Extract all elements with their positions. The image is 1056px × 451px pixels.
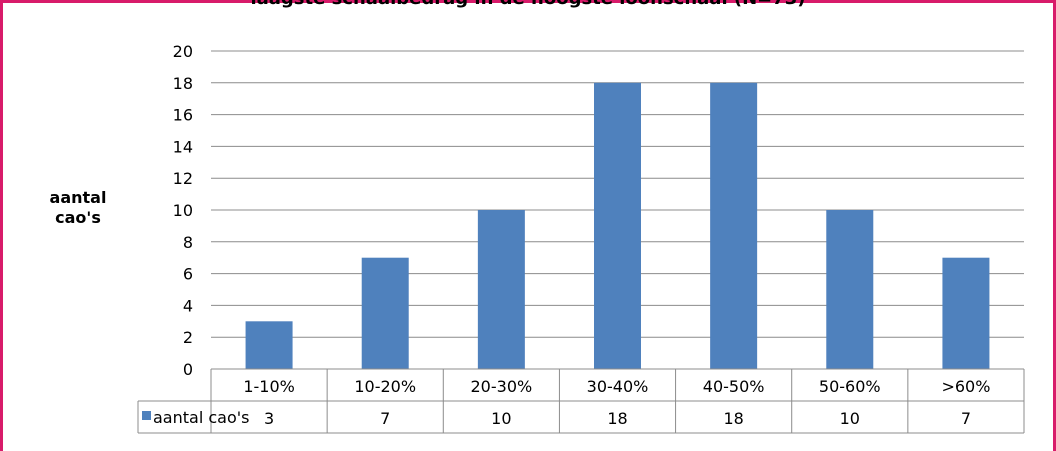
bar [361, 257, 409, 369]
data-label: 18 [607, 409, 627, 428]
y-tick-label: 8 [183, 233, 193, 252]
y-tick-label: 18 [173, 74, 193, 93]
x-tick-label: >60% [941, 377, 990, 396]
data-label: 7 [380, 409, 390, 428]
x-tick-label: 20-30% [471, 377, 533, 396]
y-tick-label: 4 [183, 296, 193, 315]
y-tick-label: 16 [173, 106, 193, 125]
legend-label: aantal cao's [153, 408, 249, 427]
x-tick-label: 10-20% [354, 377, 416, 396]
bar [594, 82, 641, 370]
y-tick-label: 2 [183, 328, 193, 347]
data-label: 18 [723, 409, 743, 428]
y-tick-label: 14 [173, 137, 193, 156]
data-label: 10 [491, 409, 511, 428]
y-tick-label: 12 [173, 169, 193, 188]
legend-swatch [142, 411, 151, 420]
data-label: 7 [961, 409, 971, 428]
bar [826, 210, 874, 369]
chart-title: laagste schaalbedrag in de hoogste loons… [0, 0, 1056, 9]
data-label: 10 [840, 409, 860, 428]
x-tick-label: 40-50% [703, 377, 765, 396]
y-axis-label: aantal cao's [49, 188, 107, 227]
x-tick-label: 1-10% [243, 377, 295, 396]
y-tick-label: 0 [183, 360, 193, 379]
y-tick-label: 10 [173, 201, 193, 220]
bar [942, 257, 990, 369]
bar [245, 321, 293, 369]
bar [477, 210, 525, 369]
data-label: 3 [264, 409, 274, 428]
x-tick-label: 50-60% [819, 377, 881, 396]
y-tick-label: 6 [183, 265, 193, 284]
y-tick-label: 20 [173, 42, 193, 61]
x-tick-label: 30-40% [587, 377, 649, 396]
bar [710, 82, 758, 370]
